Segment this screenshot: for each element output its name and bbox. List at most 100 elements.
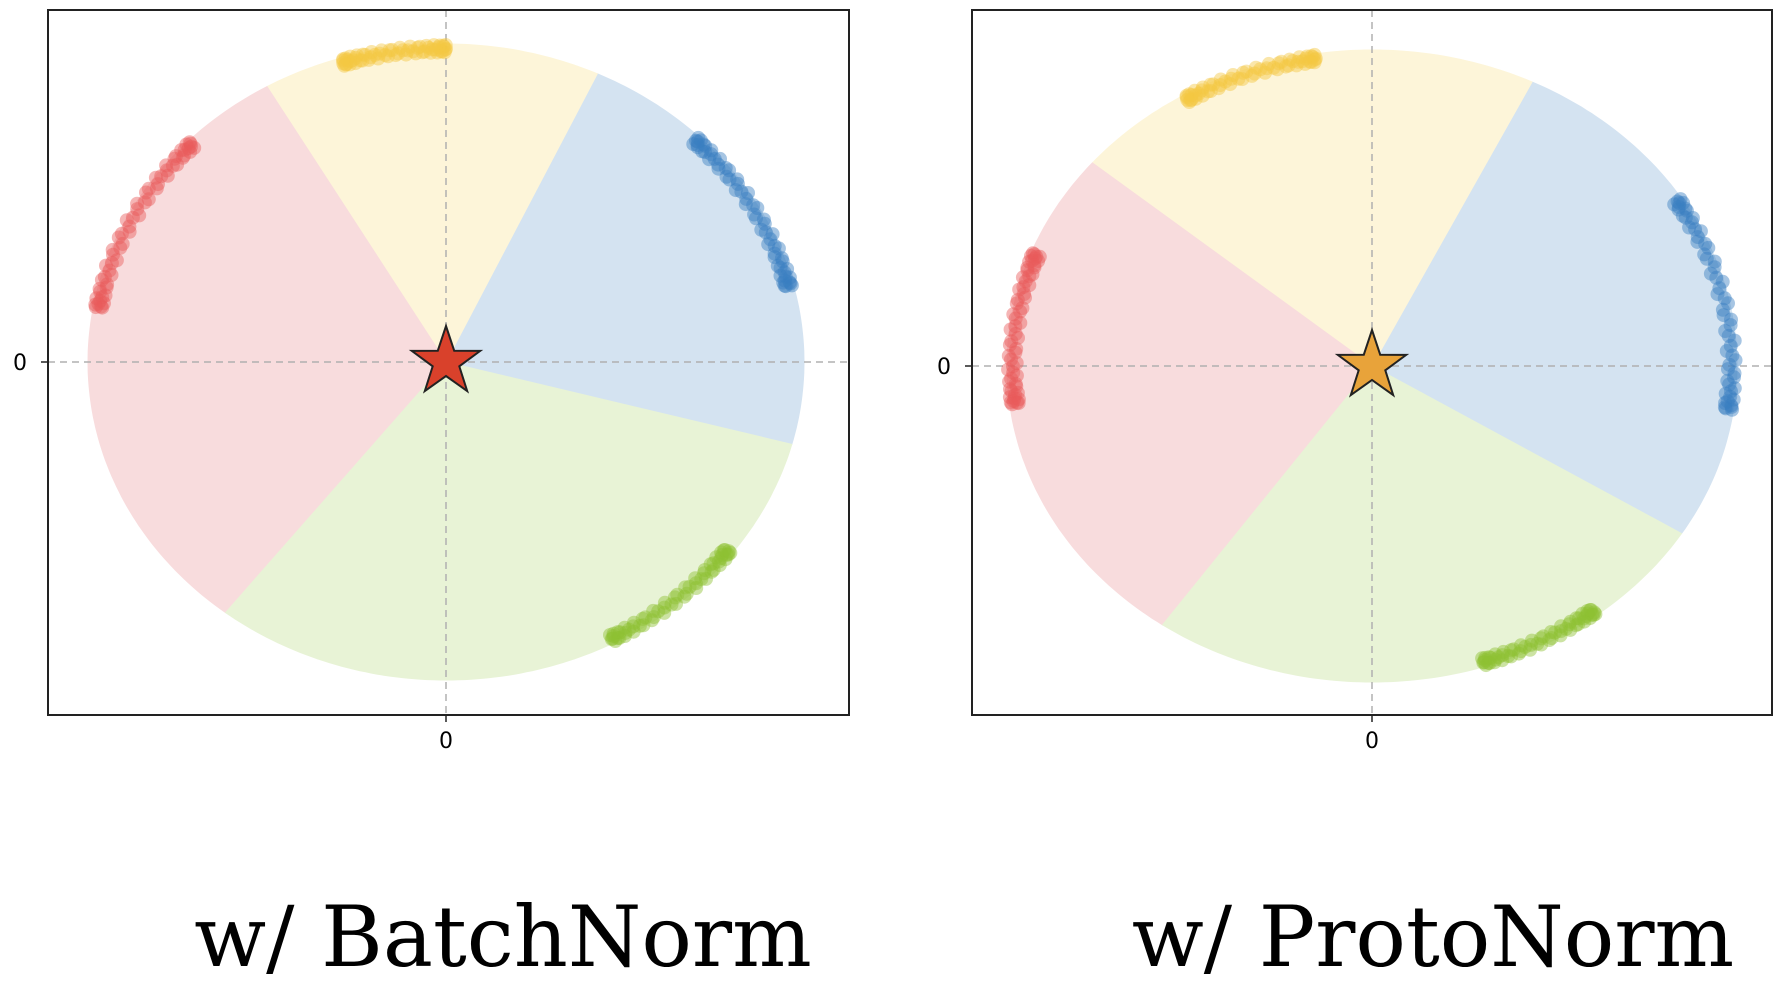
wedge-green [1161,365,1683,683]
point-green [664,597,679,612]
point-green [610,631,625,646]
point-red [1004,352,1018,367]
point-yellow [1187,83,1202,98]
point-green [1584,603,1598,617]
point-red [1001,348,1016,363]
point-blue [1679,203,1694,218]
point-red [88,300,103,315]
point-red [1027,258,1042,273]
point-blue [1727,333,1742,348]
point-yellow [410,40,425,55]
point-green [626,624,641,639]
point-red [1018,274,1033,289]
point-yellow [1292,50,1307,65]
point-blue [1727,366,1742,381]
point-blue [758,225,773,240]
point-green [1542,633,1557,647]
point-yellow [349,48,364,63]
point-red [1010,385,1025,400]
point-yellow [1191,86,1206,101]
point-red [1017,287,1032,301]
point-yellow [423,45,438,60]
point-green [678,580,693,595]
point-yellow [1182,95,1197,109]
point-red [95,300,110,315]
point-red [1009,341,1024,356]
point-blue [1724,398,1739,413]
point-yellow [1302,54,1317,69]
point-green [1478,650,1493,665]
point-green [605,631,620,646]
y-tick-label: 0 [937,355,951,380]
point-red [111,230,126,245]
point-green [1488,652,1503,667]
point-yellow [338,57,353,72]
point-blue [754,222,769,237]
point-yellow [1213,78,1228,93]
point-green [1580,604,1595,618]
point-yellow [1239,64,1254,79]
point-blue [1724,399,1739,414]
point-yellow [1307,55,1322,70]
point-blue [1699,251,1714,266]
point-green [603,628,617,642]
point-green [618,625,633,640]
point-yellow [1270,62,1285,77]
point-red [1003,395,1018,410]
point-green [711,554,726,569]
point-red [125,210,140,225]
point-yellow [343,54,358,69]
point-yellow [348,50,363,65]
point-green [657,605,672,620]
point-red [1004,371,1019,386]
point-green [1548,625,1562,640]
point-yellow [391,46,406,61]
point-yellow [401,43,415,58]
point-blue [747,207,762,222]
point-red [1016,280,1031,295]
point-red [115,236,130,251]
point-blue [778,279,793,294]
point-blue [690,138,705,152]
point-red [1022,278,1037,293]
point-green [638,610,653,625]
point-green [715,547,730,562]
point-yellow [372,46,387,61]
point-yellow [1258,65,1272,80]
point-yellow [1179,90,1194,105]
point-blue [767,238,782,253]
point-yellow [1307,47,1322,62]
point-green [718,552,733,567]
point-green [613,625,627,640]
point-red [1027,247,1042,262]
point-red [141,192,156,207]
point-blue [1703,266,1718,281]
point-green [646,610,661,625]
point-blue [730,176,745,191]
point-blue [702,152,717,167]
point-green [699,571,713,586]
point-yellow [1281,58,1296,73]
point-yellow [1231,71,1246,86]
point-green [604,632,619,646]
point-green [1530,636,1545,651]
point-yellow [1183,93,1198,108]
point-red [1018,290,1032,305]
point-yellow [1308,51,1323,66]
point-red [95,290,110,305]
point-blue [1715,302,1730,317]
point-green [610,625,625,640]
point-red [183,136,198,151]
point-green [714,545,729,560]
point-blue [1718,324,1733,338]
point-red [1001,362,1016,377]
point-red [1025,246,1040,261]
point-green [1511,646,1526,661]
point-green [636,618,651,633]
point-blue [1726,392,1741,407]
point-red [114,226,129,241]
point-green [1504,643,1519,658]
point-red [130,196,145,211]
wedge-red [87,85,447,614]
point-blue [1723,338,1738,353]
